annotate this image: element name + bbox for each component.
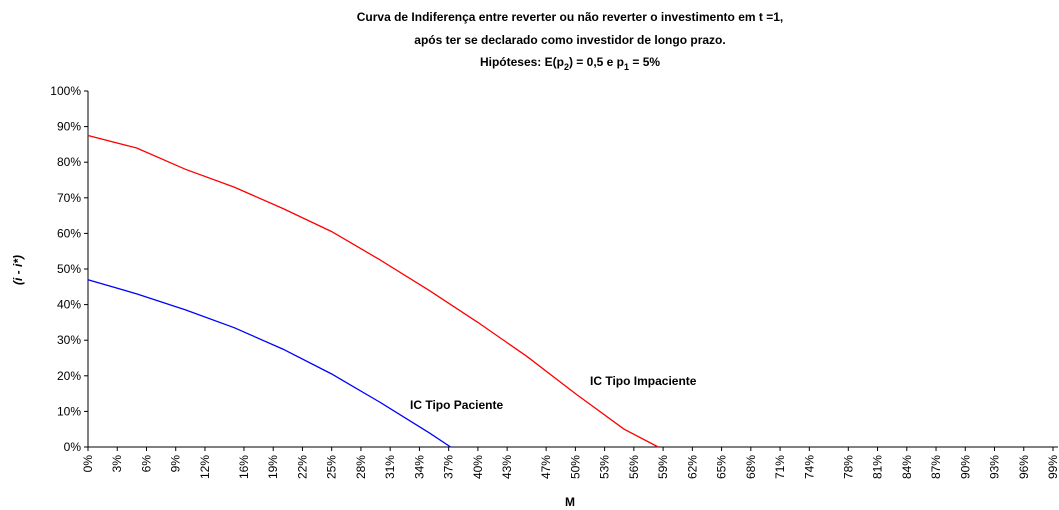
x-tick-label: 31% xyxy=(383,455,397,479)
x-tick-label: 56% xyxy=(627,455,641,479)
y-tick-label: 50% xyxy=(57,262,81,276)
x-tick-label: 37% xyxy=(442,455,456,479)
subtitle-part: Hipóteses: E(p xyxy=(480,55,564,69)
series-label: IC Tipo Paciente xyxy=(410,398,503,412)
x-tick-label: 96% xyxy=(1017,455,1031,479)
x-tick-label: 3% xyxy=(110,455,124,473)
x-tick-label: 12% xyxy=(198,455,212,479)
x-tick-label: 62% xyxy=(685,455,699,479)
y-tick-label: 30% xyxy=(57,333,81,347)
y-tick-label: 90% xyxy=(57,120,81,134)
x-tick-label: 81% xyxy=(871,455,885,479)
x-axis-label: M xyxy=(565,495,575,509)
x-tick-label: 59% xyxy=(656,455,670,479)
x-tick-label: 0% xyxy=(81,455,95,473)
x-tick-label: 93% xyxy=(988,455,1002,479)
x-tick-label: 34% xyxy=(412,455,426,479)
x-tick-label: 65% xyxy=(715,455,729,479)
x-tick-label: 6% xyxy=(139,455,153,473)
y-tick-label: 80% xyxy=(57,155,81,169)
y-tick-label: 0% xyxy=(64,440,82,454)
y-axis-label: (i - i*) xyxy=(11,255,25,285)
x-tick-label: 74% xyxy=(802,455,816,479)
series-line xyxy=(87,279,451,448)
x-tick-label: 16% xyxy=(237,455,251,479)
series-line xyxy=(87,134,659,448)
subtitle-part: 2 xyxy=(564,62,569,72)
x-tick-label: 78% xyxy=(841,455,855,479)
y-tick-label: 10% xyxy=(57,404,81,418)
x-tick-label: 43% xyxy=(500,455,514,479)
x-tick-label: 47% xyxy=(539,455,553,479)
x-tick-label: 22% xyxy=(295,455,309,479)
x-tick-label: 50% xyxy=(568,455,582,479)
series-label: IC Tipo Impaciente xyxy=(590,374,697,388)
x-tick-label: 53% xyxy=(598,455,612,479)
x-tick-label: 84% xyxy=(900,455,914,479)
subtitle-part: = 5% xyxy=(629,55,660,69)
x-tick-label: 99% xyxy=(1046,455,1059,479)
y-tick-label: 20% xyxy=(57,369,81,383)
y-tick-label: 40% xyxy=(57,298,81,312)
chart-title: Curva de Indiferença entre reverter ou n… xyxy=(357,10,784,24)
subtitle-part: ) = 0,5 e p xyxy=(569,55,624,69)
x-tick-label: 71% xyxy=(773,455,787,479)
x-tick-label: 9% xyxy=(169,455,183,473)
x-tick-label: 28% xyxy=(354,455,368,479)
y-tick-label: 100% xyxy=(50,84,81,98)
x-tick-label: 90% xyxy=(958,455,972,479)
x-tick-label: 40% xyxy=(471,455,485,479)
chart-subtitle: Hipóteses: E(p2) = 0,5 e p1 = 5% xyxy=(480,55,660,72)
subtitle-part: 1 xyxy=(624,62,629,72)
x-tick-label: 87% xyxy=(929,455,943,479)
x-tick-label: 25% xyxy=(325,455,339,479)
x-tick-label: 68% xyxy=(744,455,758,479)
y-tick-label: 70% xyxy=(57,191,81,205)
x-tick-label: 19% xyxy=(266,455,280,479)
y-tick-label: 60% xyxy=(57,226,81,240)
chart-title: após ter se declarado como investidor de… xyxy=(414,33,725,47)
